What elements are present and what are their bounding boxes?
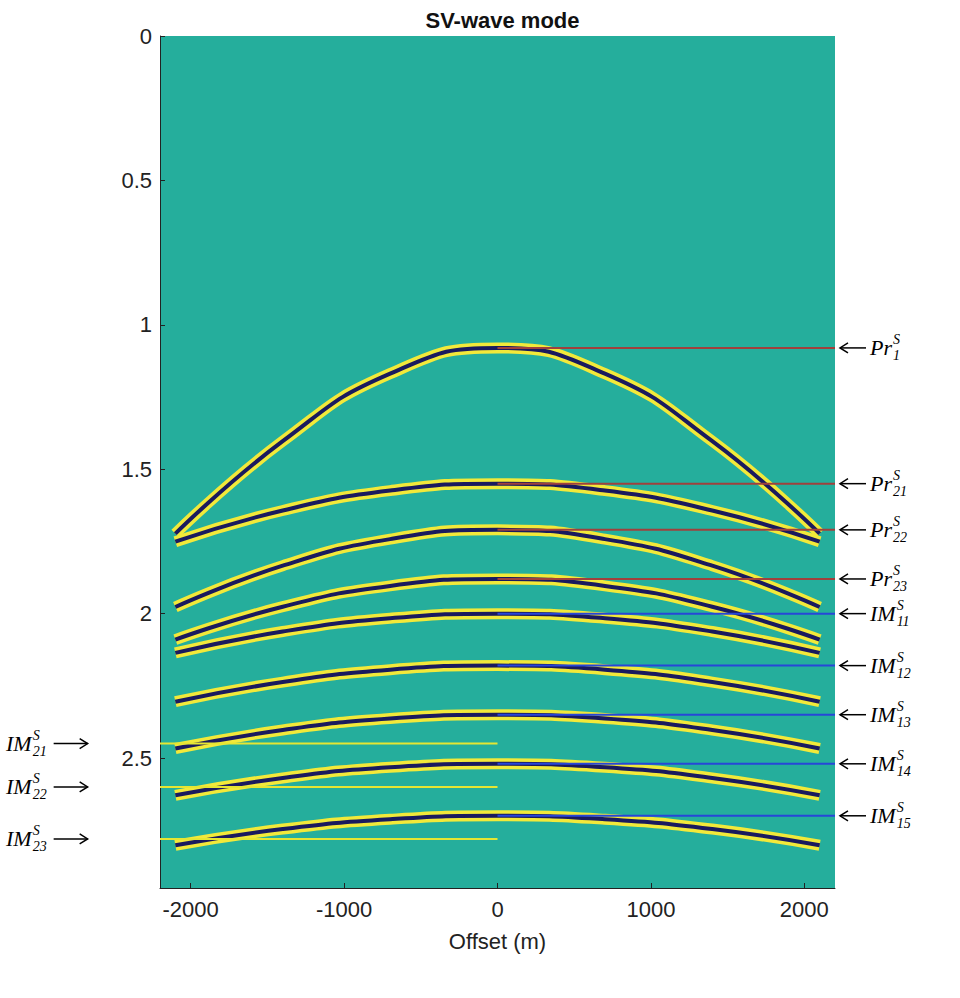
svg-text:IM: IM: [5, 774, 33, 799]
svg-text:12: 12: [897, 666, 911, 681]
svg-text:-2000: -2000: [163, 897, 219, 922]
svg-text:0: 0: [491, 897, 503, 922]
svg-text:IM: IM: [869, 702, 897, 727]
svg-text:IM: IM: [869, 803, 897, 828]
svg-text:SV-wave mode: SV-wave mode: [425, 8, 579, 33]
svg-text:S: S: [893, 332, 900, 347]
svg-text:S: S: [897, 800, 904, 815]
svg-text:S: S: [897, 650, 904, 665]
svg-text:-1000: -1000: [316, 897, 372, 922]
svg-text:2: 2: [140, 601, 152, 626]
svg-text:0.5: 0.5: [121, 168, 152, 193]
svg-text:1: 1: [140, 312, 152, 337]
svg-text:13: 13: [897, 715, 911, 730]
svg-text:23: 23: [33, 839, 47, 854]
svg-text:15: 15: [897, 816, 911, 831]
svg-text:1.5: 1.5: [121, 457, 152, 482]
svg-text:1000: 1000: [626, 897, 675, 922]
svg-text:11: 11: [897, 614, 910, 629]
svg-text:IM: IM: [869, 751, 897, 776]
svg-text:S: S: [897, 699, 904, 714]
svg-text:0: 0: [140, 24, 152, 49]
svg-text:2.5: 2.5: [121, 746, 152, 771]
svg-text:Pr: Pr: [869, 566, 892, 591]
svg-text:S: S: [893, 468, 900, 483]
svg-text:S: S: [893, 563, 900, 578]
svg-text:S: S: [893, 514, 900, 529]
svg-text:21: 21: [33, 744, 47, 759]
svg-text:IM: IM: [5, 731, 33, 756]
svg-text:IM: IM: [5, 826, 33, 851]
svg-text:S: S: [33, 823, 40, 838]
svg-text:Pr: Pr: [869, 335, 892, 360]
svg-text:14: 14: [897, 764, 911, 779]
svg-text:IM: IM: [869, 601, 897, 626]
svg-text:S: S: [897, 598, 904, 613]
svg-text:23: 23: [893, 579, 907, 594]
svg-text:1: 1: [893, 348, 900, 363]
svg-text:Offset (m): Offset (m): [449, 929, 546, 954]
svg-text:2000: 2000: [780, 897, 829, 922]
svg-text:22: 22: [33, 787, 47, 802]
svg-text:S: S: [33, 771, 40, 786]
svg-text:S: S: [33, 728, 40, 743]
svg-text:21: 21: [893, 484, 907, 499]
svg-text:22: 22: [893, 530, 907, 545]
svg-text:Pr: Pr: [869, 471, 892, 496]
svg-text:S: S: [897, 748, 904, 763]
svg-text:Pr: Pr: [869, 517, 892, 542]
svg-text:IM: IM: [869, 653, 897, 678]
